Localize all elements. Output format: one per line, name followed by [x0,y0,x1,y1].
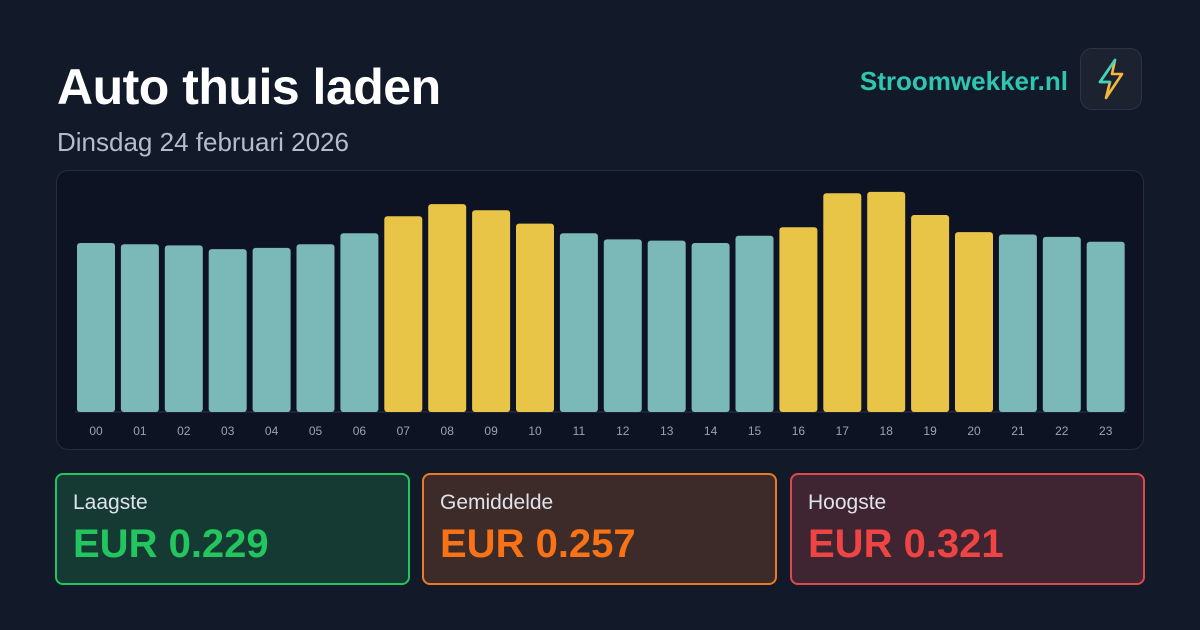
stat-value-highest: EUR 0.321 [808,522,1004,566]
stat-value-average: EUR 0.257 [440,522,636,566]
tick-label-19: 19 [923,424,937,438]
bar-hour-09 [472,210,511,412]
tick-label-02: 02 [177,424,191,438]
stat-label-average: Gemiddelde [440,491,554,514]
tick-label-14: 14 [704,424,718,438]
stat-value-lowest: EUR 0.229 [73,522,269,566]
price-chart: 00 01 02 03 04 05 06 07 08 09 10 11 12 13 14 15 16 17 18 19… [56,170,1144,450]
tick-label-04: 04 [265,424,279,438]
bar-hour-13 [647,240,686,412]
tick-label-08: 08 [441,424,455,438]
stat-card-lowest: Laagste EUR 0.229 [55,473,410,585]
bar-hour-21 [998,234,1037,412]
stat-card-highest: Hoogste EUR 0.321 [790,473,1145,585]
stat-label-lowest: Laagste [73,491,148,514]
bar-hour-00 [77,243,115,412]
bar-hour-16 [779,227,818,412]
bar-hour-14 [691,243,730,412]
date-subtitle: Dinsdag 24 februari 2026 [57,127,349,157]
tick-label-01: 01 [133,424,147,438]
price-chart-svg: 00 01 02 03 04 05 06 07 08 09 10 11 12 13 14 15 16 17 18 19… [75,191,1127,438]
tick-label-00: 00 [89,424,103,438]
bar-hour-20 [955,232,993,412]
tick-label-21: 21 [1011,424,1025,438]
tick-label-17: 17 [836,424,850,438]
bar-hour-08 [428,204,467,412]
bar-hour-11 [559,233,598,412]
brand-logo[interactable] [1080,48,1142,110]
bar-hour-17 [823,193,862,412]
tick-label-07: 07 [397,424,411,438]
bar-hour-15 [735,235,774,412]
page-title: Auto thuis laden [57,59,441,115]
tick-label-15: 15 [748,424,762,438]
tick-label-12: 12 [616,424,630,438]
bar-hour-12 [603,239,642,412]
stat-card-average: Gemiddelde EUR 0.257 [422,473,777,585]
tick-label-23: 23 [1099,424,1113,438]
tick-label-16: 16 [792,424,806,438]
lightning-bolt-icon [1098,58,1124,100]
bar-hour-03 [208,249,247,412]
stat-label-highest: Hoogste [808,491,887,514]
tick-label-06: 06 [353,424,367,438]
tick-label-05: 05 [309,424,323,438]
tick-label-10: 10 [528,424,542,438]
bar-hour-05 [296,244,335,412]
bar-hour-04 [252,247,291,412]
tick-label-22: 22 [1055,424,1069,438]
bar-hour-18 [867,191,906,412]
tick-label-18: 18 [880,424,894,438]
bar-hour-06 [340,233,379,412]
bar-hour-22 [1042,236,1081,412]
tick-label-09: 09 [484,424,498,438]
bar-hour-07 [384,216,423,412]
brand-name[interactable]: Stroomwekker.nl [859,66,1068,96]
tick-label-03: 03 [221,424,235,438]
bar-hour-19 [911,215,950,412]
bar-hour-23 [1086,241,1125,412]
tick-label-20: 20 [967,424,981,438]
bar-hour-01 [120,244,159,412]
bar-hour-10 [516,223,554,412]
bar-hour-02 [164,245,203,412]
tick-label-13: 13 [660,424,674,438]
tick-label-11: 11 [573,424,586,438]
